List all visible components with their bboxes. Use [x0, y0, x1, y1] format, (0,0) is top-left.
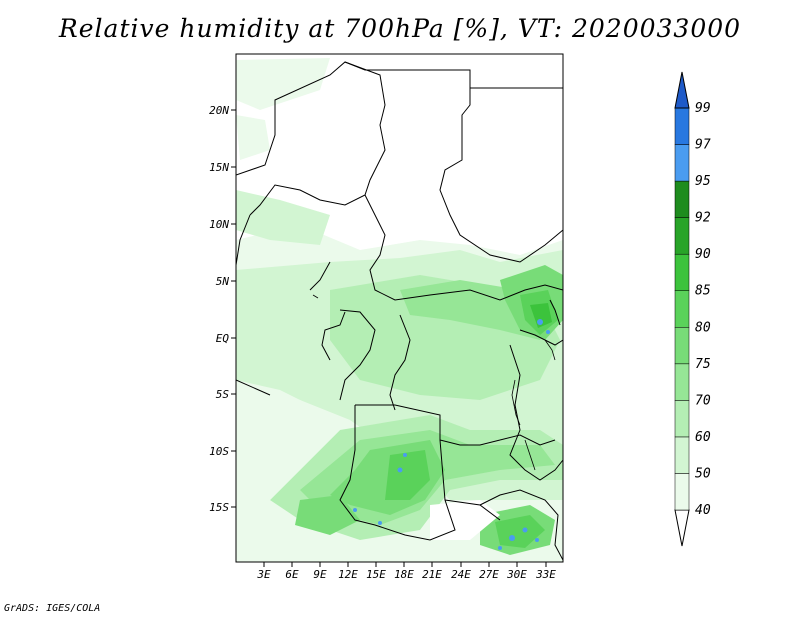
svg-text:30E: 30E — [506, 568, 527, 581]
svg-text:15E: 15E — [366, 568, 386, 581]
lat-tick: 5S — [216, 388, 236, 401]
lat-tick: 15N — [209, 161, 236, 174]
svg-text:5S: 5S — [216, 388, 230, 401]
colorbar-box — [674, 180, 690, 218]
svg-text:21E: 21E — [422, 568, 442, 581]
map-frame — [235, 53, 564, 563]
lat-tick: 15S — [209, 501, 236, 514]
colorbar-top-arrow — [674, 71, 690, 109]
country-borders — [236, 61, 563, 561]
colorbar: 40 50 60 70 75 80 85 90 92 95 97 99 — [674, 71, 711, 547]
svg-text:10S: 10S — [209, 445, 229, 458]
colorbar-label: 97 — [695, 138, 711, 153]
lon-tick: 12E — [338, 562, 358, 581]
lon-tick: 15E — [366, 562, 386, 581]
svg-text:10N: 10N — [209, 218, 229, 231]
lat-tick: 5N — [216, 275, 236, 288]
lat-tick: 10S — [209, 445, 236, 458]
lat-tick: 10N — [209, 218, 236, 231]
grads-credit: GrADS: IGES/COLA — [4, 603, 101, 614]
lon-tick: 6E — [285, 562, 299, 581]
svg-text:EQ: EQ — [216, 332, 230, 345]
svg-text:6E: 6E — [285, 568, 299, 581]
colorbar-label: 85 — [695, 284, 711, 299]
colorbar-box — [674, 253, 690, 291]
svg-text:9E: 9E — [313, 568, 327, 581]
colorbar-box — [674, 217, 690, 255]
svg-text:20N: 20N — [209, 104, 229, 117]
lon-ticks: 3E 6E 9E 12E 15E 18E 21E 24E 27E 30E 33E — [256, 562, 556, 581]
colorbar-label: 40 — [695, 503, 711, 518]
lon-tick: 9E — [313, 562, 327, 581]
lakes — [312, 294, 556, 471]
lat-tick: EQ — [216, 332, 236, 345]
colorbar-label: 99 — [695, 101, 711, 116]
colorbar-box — [674, 436, 690, 474]
svg-text:3E: 3E — [256, 568, 271, 581]
svg-text:33E: 33E — [535, 568, 556, 581]
svg-text:12E: 12E — [338, 568, 358, 581]
colorbar-box — [674, 473, 690, 511]
lat-tick: 20N — [209, 104, 236, 117]
map-title: Relative humidity at 700hPa [%], VT: 202… — [58, 14, 742, 43]
svg-text:27E: 27E — [479, 568, 499, 581]
colorbar-label: 95 — [695, 174, 711, 189]
colorbar-bottom-arrow — [674, 509, 690, 547]
colorbar-box — [674, 327, 690, 365]
lon-tick: 27E — [479, 562, 499, 581]
lon-tick: 3E — [256, 562, 271, 581]
colorbar-label: 90 — [695, 247, 711, 262]
lat-ticks: 20N 15N 10N 5N EQ 5S 10S 15S — [209, 104, 236, 514]
svg-text:15N: 15N — [209, 161, 229, 174]
colorbar-box — [674, 144, 690, 182]
colorbar-box — [674, 400, 690, 438]
colorbar-label: 92 — [695, 211, 711, 226]
svg-text:18E: 18E — [394, 568, 414, 581]
svg-text:24E: 24E — [451, 568, 471, 581]
colorbar-label: 80 — [695, 320, 711, 335]
lon-tick: 24E — [451, 562, 471, 581]
lon-tick: 30E — [506, 562, 527, 581]
humidity-field — [236, 58, 563, 562]
lon-tick: 33E — [535, 562, 556, 581]
map-panel: 20N 15N 10N 5N EQ 5S 10S 15S 3E 6E 9E 12… — [209, 53, 564, 581]
colorbar-label: 70 — [695, 393, 711, 408]
colorbar-label: 75 — [695, 357, 711, 372]
lon-tick: 21E — [422, 562, 442, 581]
svg-text:5N: 5N — [216, 275, 230, 288]
colorbar-box — [674, 107, 690, 145]
colorbar-box — [674, 363, 690, 401]
colorbar-box — [674, 290, 690, 328]
colorbar-label: 60 — [695, 430, 711, 445]
colorbar-label: 50 — [695, 466, 711, 481]
lon-tick: 18E — [394, 562, 414, 581]
svg-text:15S: 15S — [209, 501, 229, 514]
